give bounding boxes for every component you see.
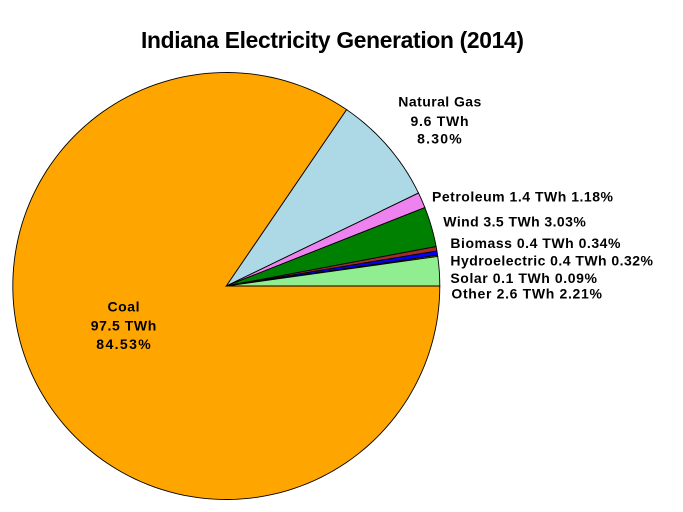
svg-text:Solar 0.1 TWh 0.09%: Solar 0.1 TWh 0.09% [450, 270, 597, 286]
svg-text:Petroleum 1.4 TWh 1.18%: Petroleum 1.4 TWh 1.18% [432, 189, 614, 205]
svg-text:Hydroelectric 0.4 TWh 0.32%: Hydroelectric 0.4 TWh 0.32% [450, 252, 653, 268]
svg-text:Other 2.6 TWh 2.21%: Other 2.6 TWh 2.21% [451, 286, 602, 302]
svg-text:Biomass 0.4 TWh 0.34%: Biomass 0.4 TWh 0.34% [450, 235, 621, 251]
svg-text:84.53%: 84.53% [96, 336, 151, 352]
svg-text:Natural Gas: Natural Gas [398, 93, 481, 109]
svg-text:Coal: Coal [108, 299, 140, 315]
svg-text:9.6 TWh: 9.6 TWh [411, 113, 469, 129]
svg-text:Wind 3.5 TWh 3.03%: Wind 3.5 TWh 3.03% [443, 214, 586, 230]
svg-text:Indiana Electricity Generation: Indiana Electricity Generation (2014) [141, 27, 524, 53]
svg-text:97.5 TWh: 97.5 TWh [91, 318, 157, 334]
svg-text:8.30%: 8.30% [417, 131, 462, 147]
